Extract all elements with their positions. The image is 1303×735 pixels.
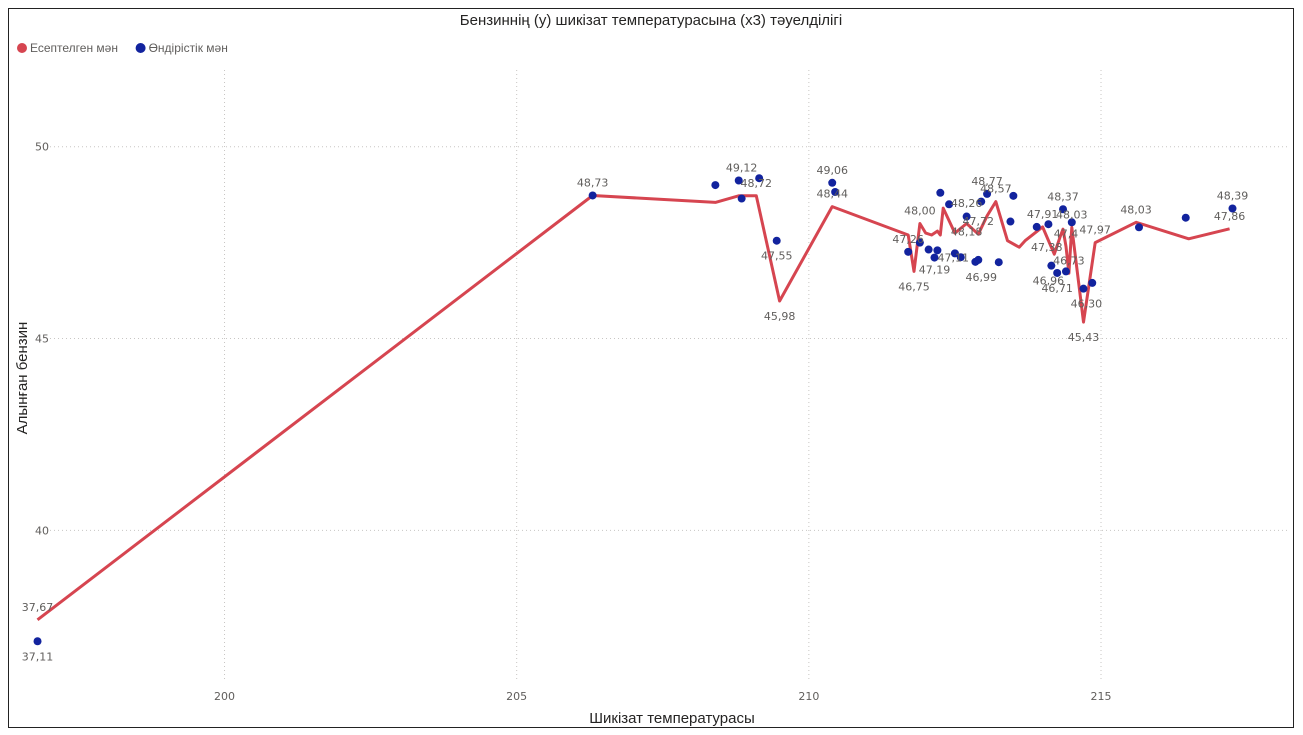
production-point xyxy=(1053,268,1062,277)
point-data-label: 47,26 xyxy=(892,233,924,246)
calculated-line xyxy=(36,194,1230,621)
line-data-label: 48,73 xyxy=(577,176,609,189)
line-data-label: 47,97 xyxy=(1079,224,1111,237)
production-point xyxy=(936,188,945,197)
legend-item[interactable]: Өндірістік мән xyxy=(135,41,228,55)
production-point xyxy=(737,194,746,203)
point-data-label: 48,77 xyxy=(971,175,1003,188)
x-tick-label: 200 xyxy=(214,690,235,703)
production-point xyxy=(1032,222,1041,231)
production-point xyxy=(755,174,764,183)
production-point xyxy=(1044,220,1053,229)
legend-label: Есептелген мән xyxy=(30,41,118,55)
x-axis-label: Шикізат температурасы xyxy=(589,710,754,727)
production-point xyxy=(945,200,954,209)
line-data-label: 48,44 xyxy=(816,188,848,201)
production-point xyxy=(1181,213,1190,222)
production-point xyxy=(1061,267,1070,276)
x-tick-label: 215 xyxy=(1091,690,1112,703)
production-point xyxy=(828,178,837,187)
y-axis-label: Алынған бензин xyxy=(14,322,31,435)
production-point xyxy=(33,637,42,646)
production-point xyxy=(956,253,965,262)
line-data-label: 47,72 xyxy=(963,215,995,228)
line-data-label: 37,67 xyxy=(22,601,54,614)
legend-marker-icon xyxy=(135,43,146,53)
point-data-label: 47,55 xyxy=(761,250,793,263)
line-data-label: 46,75 xyxy=(898,280,930,293)
production-point xyxy=(1047,261,1056,270)
line-data-label: 45,43 xyxy=(1068,331,1100,344)
legend-item[interactable]: Есептелген мән xyxy=(17,41,118,55)
point-data-label: 48,37 xyxy=(1047,190,1079,203)
production-point xyxy=(1067,218,1076,227)
y-tick-label: 50 xyxy=(35,141,49,154)
production-point xyxy=(962,212,971,221)
point-data-label: 46,99 xyxy=(965,271,997,284)
production-point xyxy=(950,249,959,258)
production-point xyxy=(1088,278,1097,287)
production-point xyxy=(1134,223,1143,232)
production-point xyxy=(924,245,933,254)
point-data-label: 46,30 xyxy=(1071,298,1103,311)
x-tick-label: 205 xyxy=(506,690,527,703)
line-data-label: 48,26 xyxy=(951,197,983,210)
legend-label: Өндірістік мән xyxy=(149,41,228,55)
production-point xyxy=(734,176,743,185)
legend[interactable]: Есептелген мән Өндірістік мән xyxy=(17,41,228,55)
production-point xyxy=(977,197,986,206)
production-point xyxy=(930,253,939,262)
point-data-label: 46,71 xyxy=(1041,282,1073,295)
scatter-series xyxy=(33,174,1237,646)
y-tick-label: 45 xyxy=(35,333,49,346)
production-point xyxy=(915,238,924,247)
production-point xyxy=(772,236,781,245)
line-series xyxy=(36,194,1230,621)
production-point xyxy=(1059,205,1068,214)
chart-title: Бензиннің (у) шикізат температурасына (х… xyxy=(460,12,842,29)
production-point xyxy=(904,247,913,256)
line-data-label: 47,91 xyxy=(1027,208,1059,221)
point-data-label: 49,06 xyxy=(816,164,848,177)
line-data-label: 48,03 xyxy=(1056,208,1088,221)
line-data-label: 46,73 xyxy=(1053,254,1085,267)
line-data-label: 47,4 xyxy=(1054,227,1079,240)
y-axis-ticks: 40 45 50 xyxy=(35,141,49,538)
production-point xyxy=(983,189,992,198)
point-data-label: 47,11 xyxy=(938,252,970,265)
production-point xyxy=(994,258,1003,267)
production-point xyxy=(1009,191,1018,200)
line-data-label: 47,86 xyxy=(1214,210,1246,223)
production-point xyxy=(711,181,720,190)
point-data-label: 48,39 xyxy=(1217,189,1249,202)
line-data-label: 47,38 xyxy=(1031,241,1063,254)
line-data-label: 48,57 xyxy=(980,183,1012,196)
line-data-label: 48,03 xyxy=(1120,203,1152,216)
production-point xyxy=(1228,204,1237,213)
point-data-label: 49,12 xyxy=(726,161,758,174)
legend-marker-icon xyxy=(17,43,27,53)
production-point xyxy=(1006,217,1015,226)
grid xyxy=(50,70,1288,680)
line-data-label: 48,00 xyxy=(904,204,936,217)
chart-frame xyxy=(8,8,1294,728)
x-axis-ticks: 200 205 210 215 xyxy=(214,690,1111,703)
line-data-label: 48,72 xyxy=(741,177,773,190)
line-data-label: 45,98 xyxy=(764,310,796,323)
production-point xyxy=(1079,284,1088,293)
point-data-label: 48,18 xyxy=(951,226,983,239)
production-point xyxy=(831,188,840,196)
y-tick-label: 40 xyxy=(35,524,49,537)
x-tick-label: 210 xyxy=(798,690,819,703)
data-labels: 37,67 48,73 48,72 45,98 48,44 46,75 48,00 48,26… xyxy=(22,161,1248,663)
production-point xyxy=(933,246,942,255)
production-point xyxy=(588,191,597,200)
production-point xyxy=(974,255,983,264)
point-data-label: 46,96 xyxy=(1033,275,1065,288)
point-data-label: 47,19 xyxy=(919,264,951,277)
point-data-label: 37,11 xyxy=(22,650,54,663)
